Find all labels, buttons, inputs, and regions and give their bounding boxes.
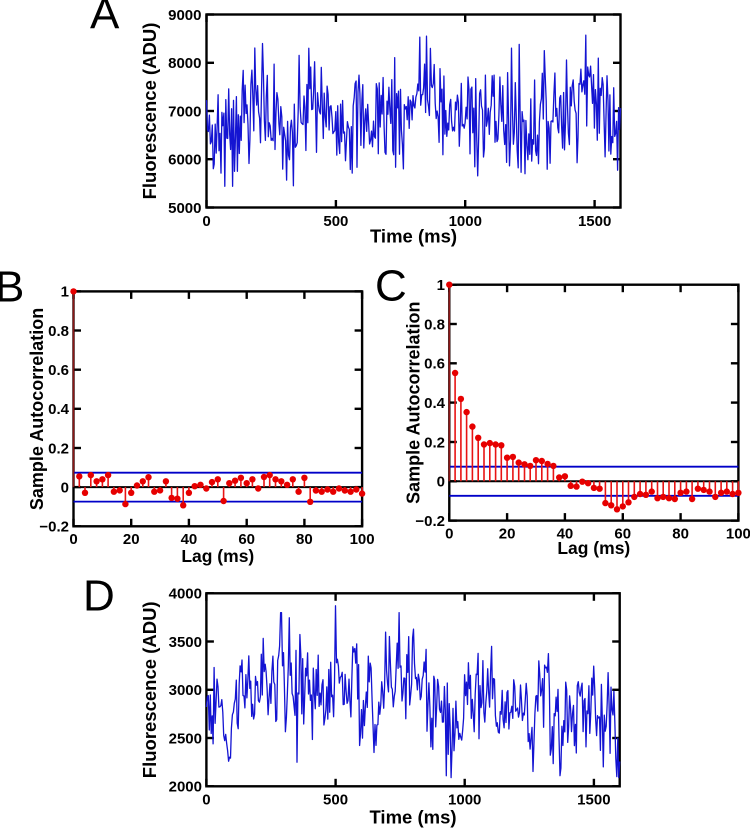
svg-text:4000: 4000 (169, 586, 202, 603)
svg-text:5000: 5000 (168, 200, 201, 217)
svg-text:0: 0 (202, 792, 210, 809)
svg-text:0: 0 (202, 213, 210, 230)
svg-text:80: 80 (296, 531, 313, 548)
svg-text:−0.2: −0.2 (415, 513, 445, 530)
svg-text:2500: 2500 (169, 730, 202, 747)
svg-text:−0.2: −0.2 (39, 519, 69, 536)
svg-text:1: 1 (437, 277, 445, 294)
svg-text:100: 100 (726, 526, 750, 543)
svg-text:6000: 6000 (168, 152, 201, 169)
svg-text:B: B (0, 262, 24, 311)
svg-text:0: 0 (61, 479, 69, 496)
svg-text:20: 20 (123, 531, 140, 548)
svg-text:C: C (375, 262, 407, 311)
svg-text:Fluorescence (ADU): Fluorescence (ADU) (139, 23, 160, 200)
svg-text:0.6: 0.6 (48, 362, 69, 379)
svg-text:0.4: 0.4 (424, 395, 446, 412)
svg-text:1000: 1000 (449, 213, 482, 230)
svg-text:0.2: 0.2 (424, 434, 445, 451)
svg-text:Lag (ms): Lag (ms) (557, 538, 630, 558)
svg-text:0.8: 0.8 (48, 323, 69, 340)
svg-text:3500: 3500 (169, 634, 202, 651)
svg-text:1000: 1000 (448, 792, 481, 809)
svg-text:40: 40 (557, 526, 574, 543)
svg-text:500: 500 (323, 792, 348, 809)
svg-text:0.8: 0.8 (424, 316, 445, 333)
svg-text:20: 20 (499, 526, 516, 543)
svg-text:60: 60 (238, 531, 255, 548)
svg-text:Time (ms): Time (ms) (370, 226, 457, 247)
svg-text:2000: 2000 (169, 779, 202, 796)
svg-text:40: 40 (181, 531, 198, 548)
svg-text:Sample Autocorrelation: Sample Autocorrelation (27, 308, 47, 510)
svg-text:3000: 3000 (169, 682, 202, 699)
svg-text:1: 1 (61, 284, 69, 301)
svg-text:Lag (ms): Lag (ms) (181, 546, 254, 566)
svg-text:1500: 1500 (578, 213, 611, 230)
svg-text:0.6: 0.6 (424, 356, 445, 373)
svg-text:Sample Autocorrelation: Sample Autocorrelation (404, 302, 424, 504)
svg-text:0.4: 0.4 (48, 401, 70, 418)
svg-text:D: D (83, 572, 115, 621)
svg-text:8000: 8000 (168, 55, 201, 72)
svg-text:1500: 1500 (577, 792, 610, 809)
svg-text:Fluorescence (ADU): Fluorescence (ADU) (139, 601, 160, 778)
svg-text:60: 60 (614, 526, 631, 543)
svg-text:Time (ms): Time (ms) (369, 806, 456, 827)
svg-text:A: A (90, 0, 120, 39)
svg-text:500: 500 (323, 213, 348, 230)
svg-text:0: 0 (437, 474, 445, 491)
svg-text:100: 100 (350, 531, 375, 548)
svg-text:80: 80 (672, 526, 689, 543)
svg-text:0: 0 (69, 531, 77, 548)
svg-text:9000: 9000 (168, 7, 201, 24)
svg-text:0.2: 0.2 (48, 440, 69, 457)
svg-text:0: 0 (445, 526, 453, 543)
svg-text:7000: 7000 (168, 103, 201, 120)
